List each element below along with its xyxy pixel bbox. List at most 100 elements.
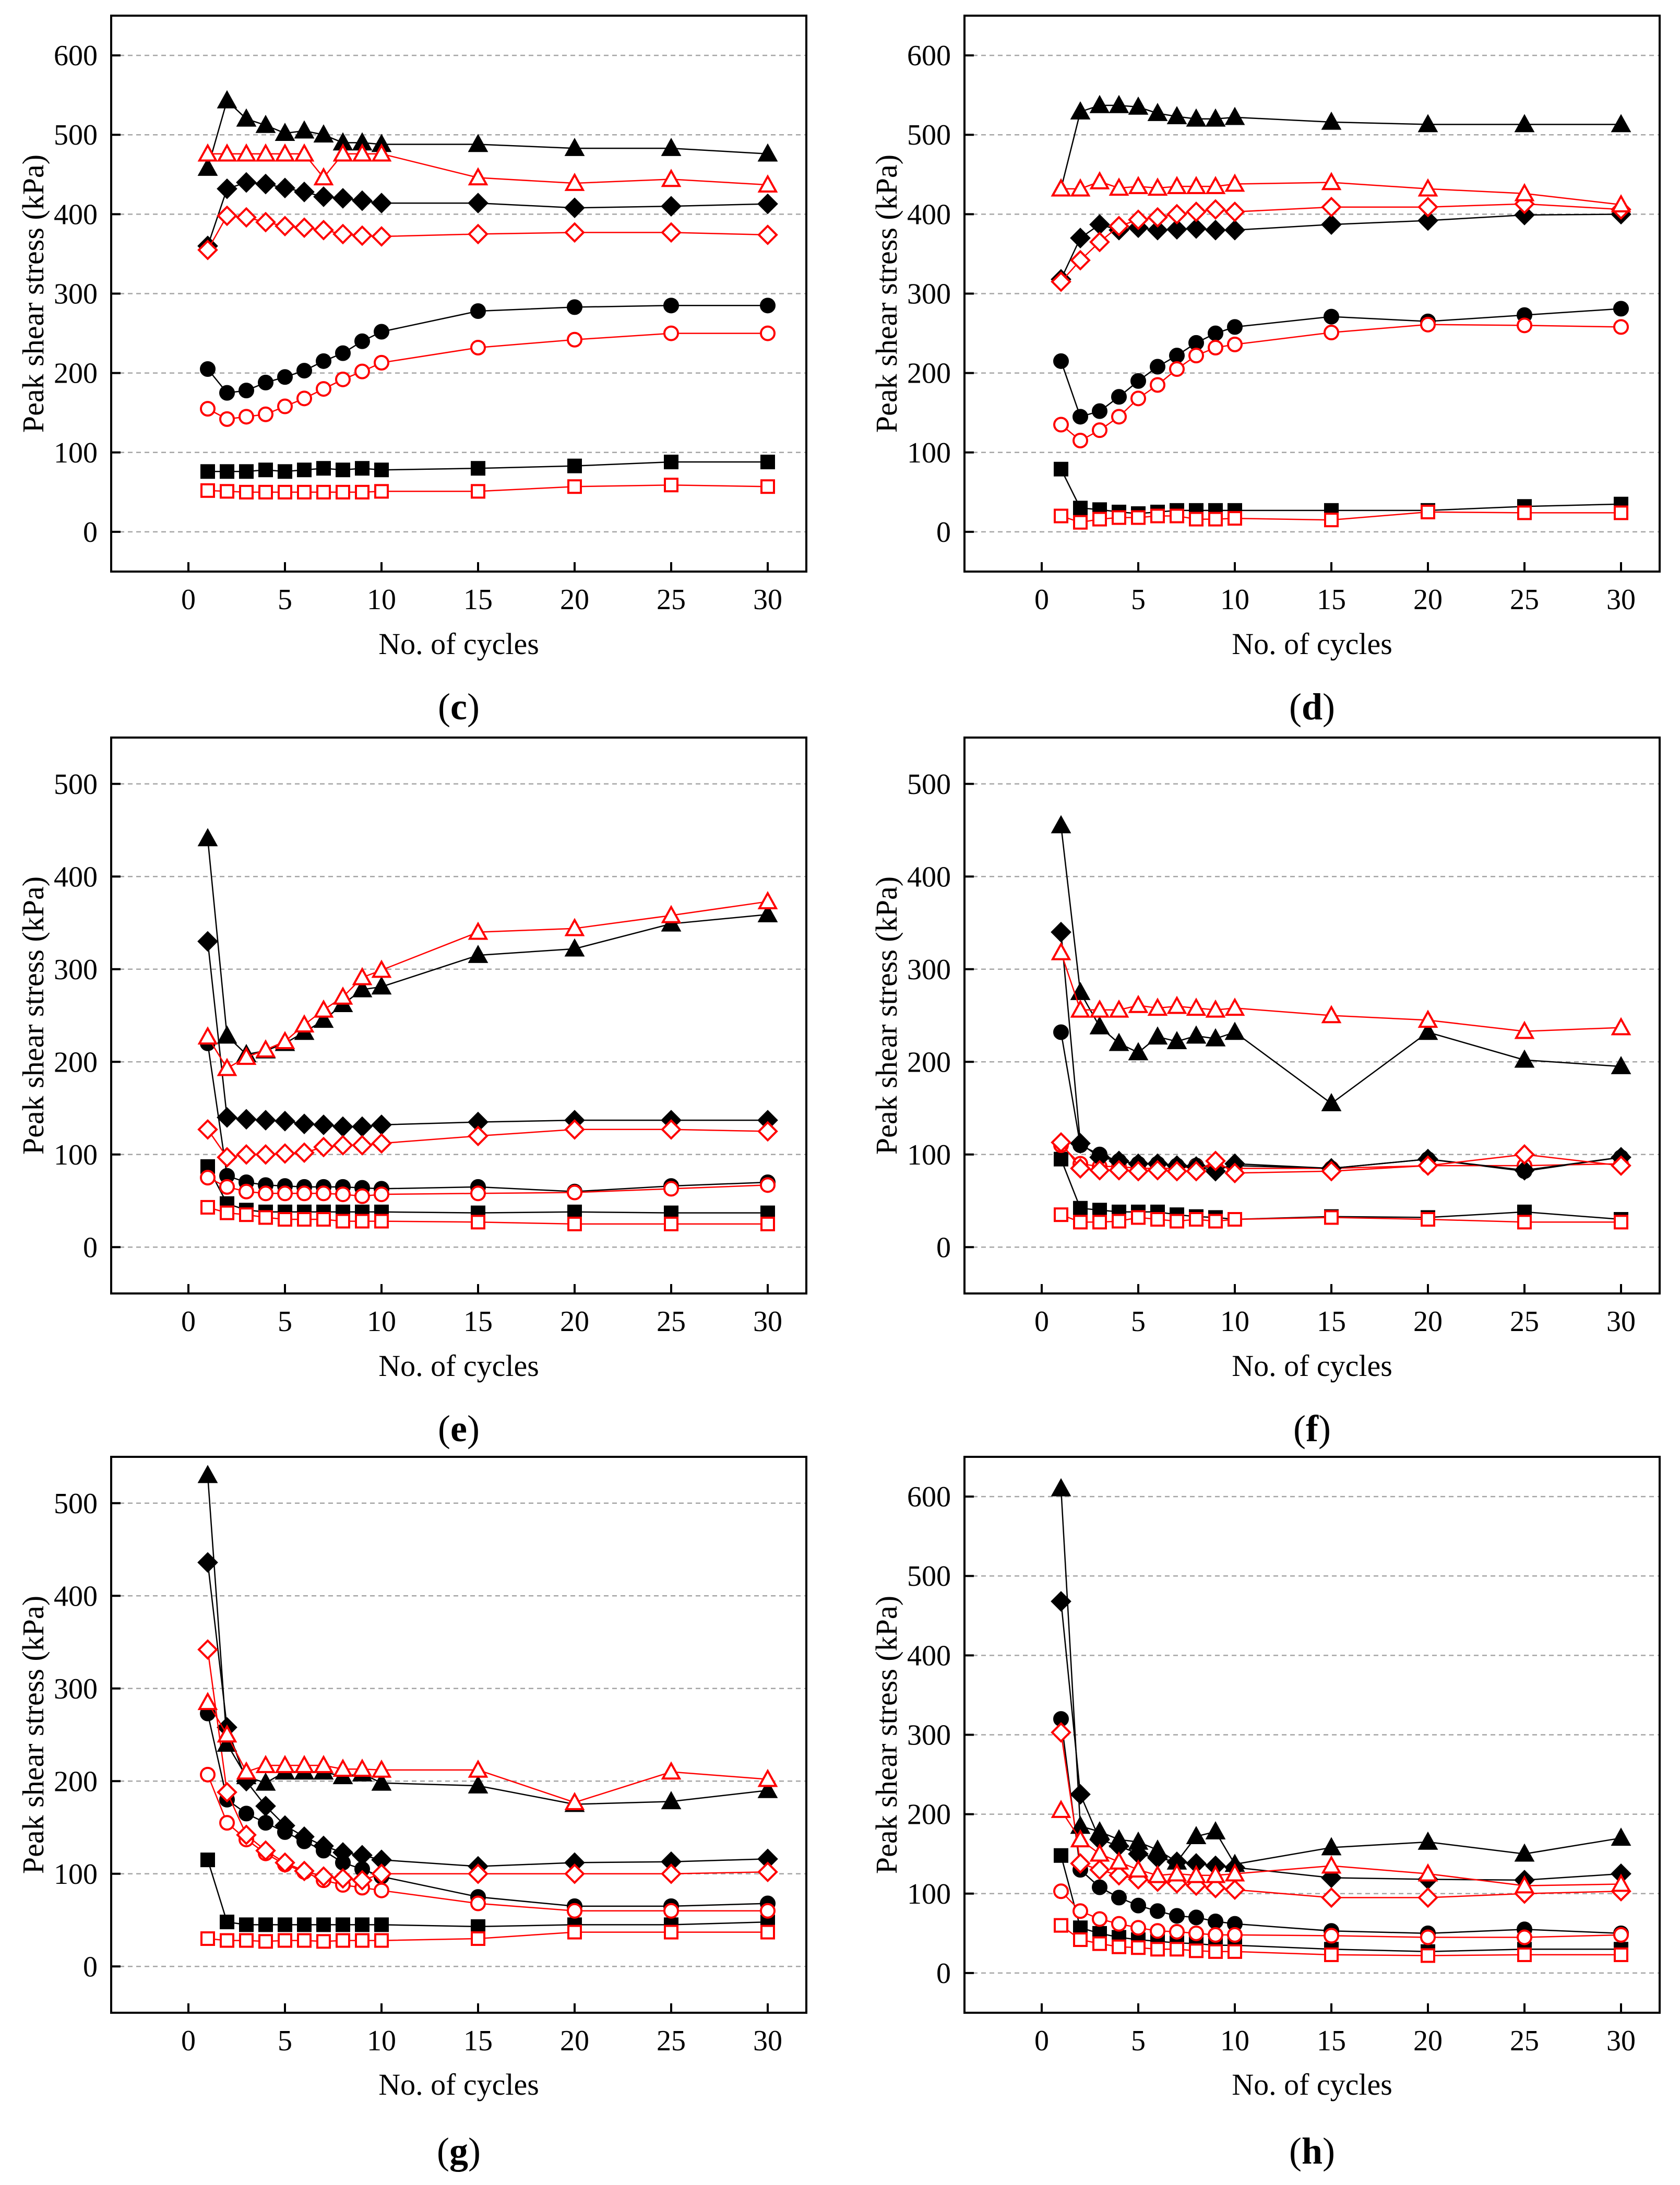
- data-point: [332, 188, 353, 209]
- data-point: [1109, 177, 1129, 196]
- data-point: [1208, 1914, 1223, 1930]
- data-point: [313, 219, 334, 241]
- data-point: [374, 484, 389, 499]
- data-point: [1224, 106, 1245, 125]
- y-tick-label: 400: [907, 1640, 951, 1672]
- data-point: [1073, 515, 1088, 530]
- data-point: [217, 1107, 237, 1128]
- data-point: [313, 1114, 334, 1135]
- data-point: [661, 222, 682, 243]
- data-point: [661, 905, 682, 923]
- data-point: [757, 891, 778, 909]
- y-tick-label: 400: [54, 198, 98, 231]
- y-axis-title: Peak shear stress (kPa): [869, 155, 903, 433]
- series-red-triangle: [197, 891, 778, 1076]
- data-point: [1417, 1010, 1438, 1028]
- data-point: [1166, 106, 1187, 125]
- data-point: [1514, 205, 1535, 225]
- data-point: [1070, 1158, 1091, 1179]
- x-tick-label: 20: [560, 584, 589, 616]
- data-point: [1166, 1863, 1187, 1882]
- data-point: [663, 1181, 679, 1197]
- data-point: [1128, 1859, 1149, 1878]
- x-tick-label: 0: [1034, 1305, 1049, 1338]
- data-point: [1613, 319, 1629, 335]
- panel-label-open: (: [1289, 2130, 1302, 2172]
- data-point: [663, 298, 679, 314]
- data-point: [1170, 1214, 1184, 1229]
- data-point: [468, 1775, 488, 1794]
- y-tick-label: 0: [936, 1231, 951, 1264]
- data-point: [1421, 504, 1435, 519]
- data-point: [1420, 1929, 1436, 1945]
- data-point: [1417, 1863, 1438, 1882]
- data-point: [1112, 1214, 1126, 1229]
- data-point: [217, 1025, 237, 1044]
- data-point: [1147, 998, 1168, 1016]
- data-point: [468, 921, 488, 940]
- x-tick-label: 5: [278, 584, 292, 616]
- x-tick-label: 20: [560, 2025, 589, 2057]
- panel-label-close: ): [1322, 686, 1335, 728]
- data-point: [1147, 177, 1168, 196]
- data-point: [1150, 1903, 1165, 1919]
- data-point: [1070, 228, 1091, 248]
- data-point: [1128, 1042, 1149, 1061]
- series-red-diamond: [197, 1119, 778, 1168]
- data-point: [1611, 194, 1631, 212]
- y-tick-label: 100: [907, 1139, 951, 1171]
- data-point: [661, 137, 682, 156]
- data-point: [278, 1917, 292, 1932]
- plot-frame: [110, 1456, 807, 2014]
- data-point: [1205, 219, 1226, 241]
- data-point: [374, 354, 389, 371]
- x-tick-label: 25: [1510, 584, 1539, 616]
- data-point: [297, 1933, 312, 1948]
- data-point: [661, 1791, 682, 1810]
- x-tick-label: 0: [181, 584, 196, 616]
- data-point: [277, 398, 293, 414]
- data-point: [275, 1143, 295, 1164]
- data-point: [1611, 1017, 1631, 1036]
- data-point: [197, 239, 218, 260]
- data-point: [1417, 196, 1438, 218]
- data-point: [197, 1119, 218, 1140]
- data-point: [1147, 1160, 1168, 1181]
- panel-label-letter: e: [450, 1408, 467, 1450]
- data-point: [468, 945, 488, 963]
- data-point: [316, 1185, 331, 1202]
- data-point: [757, 224, 778, 245]
- data-point: [1208, 1927, 1223, 1943]
- data-point: [1147, 103, 1168, 121]
- data-point: [564, 197, 585, 219]
- data-point: [354, 363, 370, 379]
- data-point: [197, 1465, 218, 1483]
- data-point: [1089, 171, 1110, 189]
- data-point: [1517, 1215, 1532, 1230]
- panel-label-open: (: [1289, 686, 1302, 728]
- x-tick-label: 5: [278, 2025, 292, 2057]
- data-point: [1131, 1210, 1146, 1225]
- data-point: [1417, 210, 1438, 231]
- data-point: [1150, 508, 1165, 524]
- data-point: [1614, 1947, 1628, 1962]
- data-point: [278, 1933, 292, 1948]
- data-point: [1109, 1829, 1129, 1848]
- data-point: [200, 1853, 215, 1868]
- data-point: [374, 1917, 389, 1932]
- y-tick-label: 0: [83, 516, 98, 549]
- data-point: [567, 1216, 582, 1231]
- data-point: [760, 1177, 776, 1193]
- series-black-square: [200, 455, 775, 479]
- x-tick-label: 25: [657, 1305, 686, 1338]
- x-tick-label: 5: [1131, 584, 1146, 616]
- data-point: [1089, 1160, 1110, 1181]
- data-point: [1186, 1865, 1207, 1883]
- data-point: [197, 1639, 218, 1660]
- data-point: [1150, 1942, 1165, 1957]
- x-tick-label: 20: [560, 1305, 589, 1338]
- data-point: [471, 1215, 485, 1230]
- data-point: [1070, 250, 1091, 271]
- x-tick-label: 15: [463, 584, 493, 616]
- data-point: [1186, 1025, 1207, 1044]
